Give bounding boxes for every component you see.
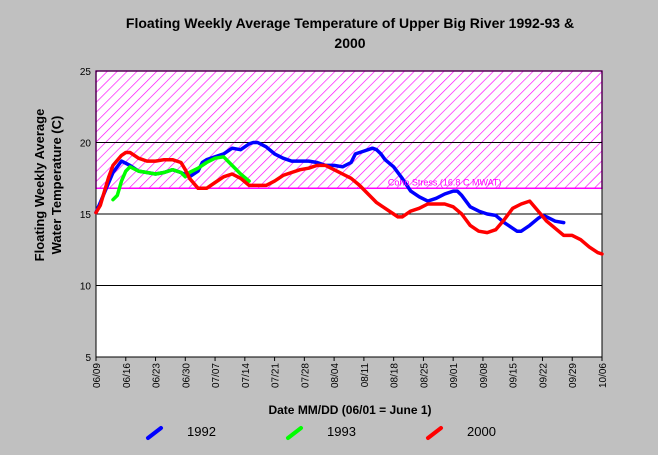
x-tick-label: 09/01	[449, 363, 460, 388]
x-tick-label: 07/21	[271, 363, 282, 388]
stress-band-label: Coho Stress (16.8 C MWAT)	[388, 177, 502, 187]
y-tick-label: 15	[80, 210, 92, 221]
y-axis-label-line1: Floating Weekly Average	[32, 108, 47, 262]
x-tick-label: 09/15	[509, 363, 520, 388]
y-tick-label: 10	[80, 282, 92, 293]
series-line-1993	[111, 155, 251, 202]
y-axis-label: Floating Weekly Average Water Temperatur…	[31, 109, 65, 262]
legend-label-2000: 2000	[467, 424, 496, 439]
x-tick-label: 07/14	[241, 363, 252, 388]
x-tick-label: 07/07	[211, 363, 222, 388]
x-tick-label: 06/09	[92, 363, 103, 388]
legend-label-1993: 1993	[327, 424, 356, 439]
chart-title-line1: Floating Weekly Average Temperature of U…	[125, 15, 575, 31]
y-axis-label-line2: Water Temperature (C)	[49, 115, 64, 255]
x-tick-label: 09/29	[568, 363, 579, 388]
y-tick-label: 20	[80, 139, 92, 150]
chart-title-line2: 2000	[334, 35, 366, 51]
x-tick-label: 08/25	[419, 363, 430, 388]
x-tick-label: 08/11	[360, 363, 371, 388]
x-tick-label: 09/08	[479, 363, 490, 388]
legend-label-1992: 1992	[187, 424, 216, 439]
y-tick-label: 25	[80, 67, 92, 78]
x-tick-label: 06/23	[152, 363, 163, 388]
x-tick-label: 06/30	[181, 363, 192, 388]
y-tick-label: 5	[85, 353, 91, 364]
x-axis-label: Date MM/DD (06/01 = June 1)	[268, 403, 432, 417]
x-tick-label: 06/16	[122, 363, 133, 388]
x-tick-label: 08/18	[390, 363, 401, 388]
series-line-2000	[94, 150, 604, 256]
x-tick-label: 09/22	[538, 363, 549, 388]
x-tick-label: 08/04	[330, 363, 341, 388]
stress-band-hatch	[96, 71, 602, 189]
x-tick-label: 10/06	[598, 363, 609, 388]
x-tick-label: 07/28	[300, 363, 311, 388]
